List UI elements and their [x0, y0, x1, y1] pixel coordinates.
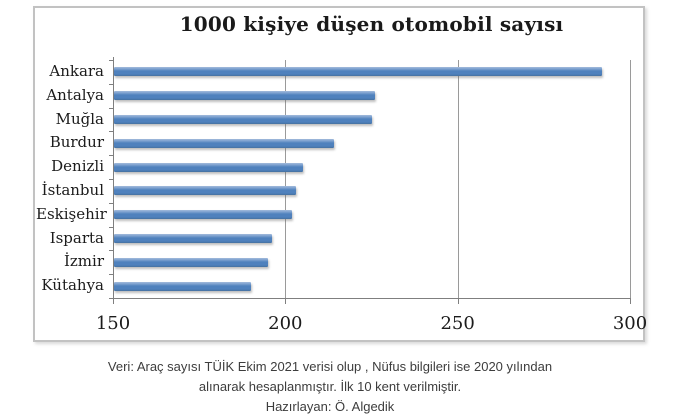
category-label-9: Kütahya [41, 276, 104, 295]
x-tick-label-300: 300 [612, 313, 648, 334]
category-label-0: Ankara [49, 62, 104, 80]
footer-source-line-1: Veri: Araç sayısı TÜİK Ekim 2021 verisi … [107, 359, 553, 374]
category-label-4: Denizli [51, 157, 104, 176]
y-axis-tick [109, 202, 113, 204]
gridline-200 [285, 60, 287, 298]
gridline-250 [457, 60, 459, 298]
bar-2 [114, 115, 372, 124]
chart-footer-note: Veri: Araç sayısı TÜİK Ekim 2021 verisi … [0, 357, 660, 417]
bar-1 [114, 91, 375, 101]
x-tick-label-200: 200 [268, 313, 303, 334]
category-label-8: İzmir [63, 252, 104, 271]
chart-title: 1000 kişiye düşen otomobil sayısı [179, 12, 564, 36]
bar-6 [114, 210, 293, 220]
y-axis-tick [109, 179, 113, 180]
y-axis-tick [109, 226, 113, 228]
bar-4 [114, 162, 303, 172]
y-axis-line [113, 57, 114, 299]
bar-9 [114, 281, 251, 291]
x-tick-label-250: 250 [440, 313, 475, 334]
x-axis-tick-250 [457, 299, 459, 304]
x-axis-tick-300 [630, 299, 631, 304]
plot-area [113, 60, 631, 298]
bar-5 [114, 186, 296, 196]
category-label-1: Antalya [46, 85, 104, 104]
footer-source-line-2: alınarak hesaplanmıştır. İlk 10 kent ver… [198, 379, 462, 394]
x-axis-tick-200 [285, 299, 287, 304]
x-axis-tick-150 [113, 299, 114, 304]
y-axis-tick [109, 274, 113, 276]
category-label-7: Isparta [49, 228, 104, 247]
bar-3 [114, 138, 334, 148]
gridline-300 [630, 60, 631, 298]
y-axis-tick [109, 60, 113, 61]
category-label-3: Burdur [49, 133, 104, 152]
bar-8 [114, 257, 269, 267]
bar-7 [114, 234, 272, 243]
x-tick-label-150: 150 [95, 313, 131, 334]
footer-author-line: Hazırlayan: Ö. Algedik [265, 399, 395, 414]
y-axis-tick [109, 298, 113, 299]
y-axis-tick [109, 107, 113, 109]
y-axis-tick [109, 131, 113, 133]
category-label-6: Eskişehir [36, 204, 107, 223]
y-axis-tick [109, 155, 113, 157]
x-axis-line [113, 298, 631, 299]
category-label-5: İstanbul [41, 181, 104, 199]
bar-0 [114, 67, 603, 77]
y-axis-tick [109, 83, 113, 85]
y-axis-tick [109, 250, 113, 252]
category-label-2: Muğla [55, 109, 104, 128]
